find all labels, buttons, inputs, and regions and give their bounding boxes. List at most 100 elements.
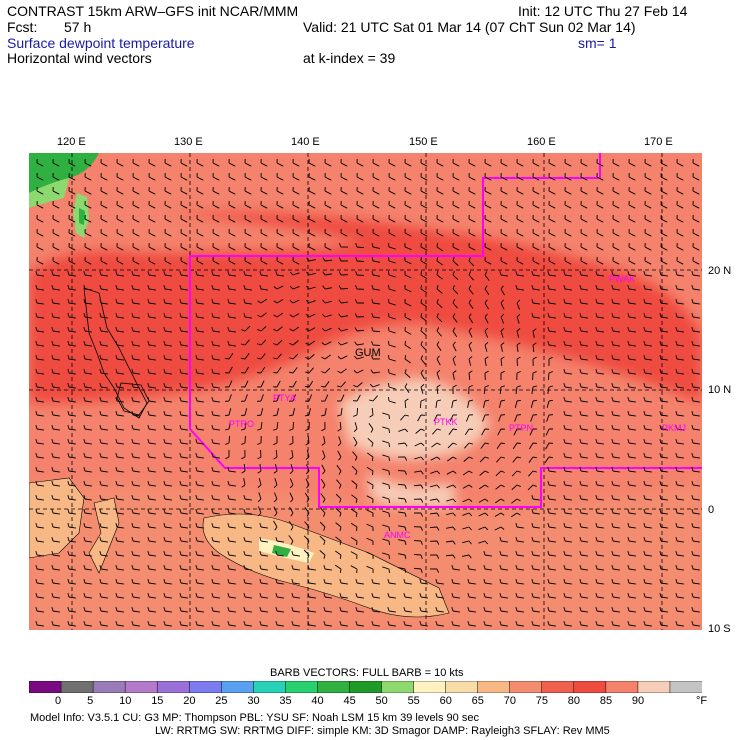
wind-barb	[51, 382, 60, 389]
wind-barb	[611, 508, 620, 515]
wind-barb	[179, 326, 188, 333]
wind-barb	[611, 592, 620, 599]
wind-barb	[546, 414, 554, 422]
wind-barb	[35, 452, 44, 459]
wind-barb	[83, 494, 92, 501]
wind-barb	[131, 396, 140, 403]
wind-barb	[372, 200, 380, 209]
wind-barb	[148, 186, 156, 195]
wind-barb	[289, 506, 294, 517]
wind-barb	[356, 200, 364, 209]
wind-barb	[115, 620, 124, 627]
wind-barb	[212, 158, 220, 167]
wind-barb	[67, 382, 76, 389]
wind-barb	[164, 242, 172, 251]
wind-barb	[547, 298, 556, 305]
wind-barb	[516, 371, 521, 381]
wind-barb	[272, 394, 280, 402]
wind-barb	[131, 480, 140, 487]
wind-barb	[244, 172, 252, 181]
colorbar-swatch	[541, 681, 575, 693]
wind-barb	[369, 395, 378, 402]
wind-barb	[243, 284, 252, 291]
wind-barb	[579, 438, 588, 445]
wind-barb	[51, 508, 60, 515]
wind-barb	[691, 270, 700, 277]
wind-barb	[67, 494, 76, 501]
wind-barb	[195, 298, 204, 305]
wind-barb	[179, 452, 188, 459]
colorbar-swatch	[669, 681, 702, 693]
wind-barb	[84, 200, 92, 209]
wind-barb	[100, 186, 108, 195]
wind-barb	[595, 270, 604, 277]
wind-barb	[627, 382, 636, 389]
wind-barb	[51, 270, 60, 277]
wind-barb	[147, 368, 156, 375]
wind-barb	[211, 452, 220, 459]
wind-barb	[195, 536, 204, 543]
wind-barb	[67, 508, 76, 515]
wind-barb	[643, 312, 652, 319]
wind-barb	[228, 256, 236, 265]
lat-lon-grid	[29, 153, 702, 630]
lat-label: 10 N	[708, 384, 732, 396]
wind-barb	[612, 256, 620, 265]
wind-barb	[99, 606, 108, 613]
wind-barb	[227, 326, 236, 333]
wind-barb	[675, 438, 684, 445]
wind-barb	[324, 158, 332, 167]
wind-barb	[227, 270, 236, 277]
wind-barb	[337, 436, 342, 447]
wind-barb	[366, 551, 374, 560]
wind-barb	[644, 256, 652, 265]
wind-barb	[579, 326, 588, 333]
wind-barb	[368, 423, 374, 433]
wind-barb	[404, 398, 409, 409]
wind-barb	[337, 355, 348, 360]
wind-barb	[273, 353, 282, 360]
wind-barb	[644, 228, 652, 237]
wind-barb	[179, 564, 188, 571]
wind-barb	[356, 186, 364, 195]
wind-barb	[366, 523, 374, 531]
wind-barb	[67, 550, 76, 557]
wind-barb	[195, 592, 204, 599]
wind-barb	[430, 470, 441, 475]
wind-barb	[131, 578, 140, 585]
wind-barb	[212, 186, 220, 195]
wind-barb	[660, 186, 668, 195]
wind-barb	[240, 422, 247, 431]
wind-barb	[256, 380, 265, 388]
wind-barb	[163, 424, 172, 431]
wind-barb	[179, 592, 188, 599]
wind-barb	[496, 442, 505, 450]
wind-barb	[260, 158, 268, 167]
wind-barb	[163, 438, 172, 445]
wind-barb	[163, 480, 172, 487]
wind-barb	[324, 242, 332, 251]
wind-barb	[643, 592, 652, 599]
wind-barb	[51, 564, 60, 571]
wind-barb	[195, 578, 204, 585]
wind-barb	[35, 382, 44, 389]
wind-barb	[179, 438, 188, 445]
wind-barb	[116, 200, 124, 209]
wind-barb	[660, 200, 668, 209]
wind-barb	[259, 284, 268, 291]
wind-barb	[462, 498, 473, 503]
colorbar	[29, 681, 702, 693]
wind-barb	[227, 298, 236, 305]
wind-barb	[241, 408, 248, 417]
wind-barb	[387, 592, 396, 599]
wind-barb	[259, 578, 268, 585]
wind-barb	[51, 452, 60, 459]
wind-barb	[579, 466, 588, 473]
wind-barb	[595, 620, 604, 627]
wind-barb	[195, 480, 204, 487]
wind-barb	[355, 271, 365, 276]
wind-barb	[382, 552, 390, 560]
wind-barb	[322, 299, 332, 304]
wind-barb	[51, 550, 60, 557]
wind-barb	[370, 355, 381, 360]
